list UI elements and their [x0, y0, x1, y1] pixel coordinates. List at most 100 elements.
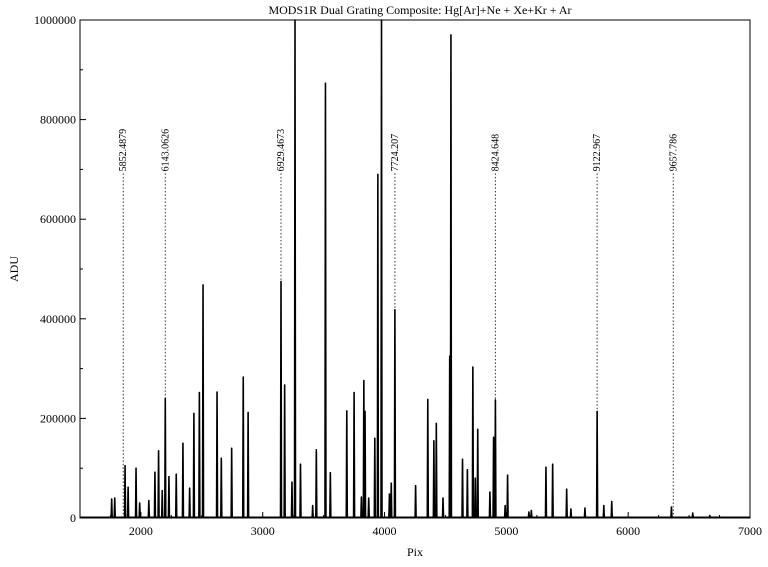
peak-point [220, 457, 222, 459]
peak-point [552, 463, 554, 465]
x-tick-label: 4000 [373, 524, 397, 538]
peak-point [390, 482, 392, 484]
peak-point [189, 487, 191, 489]
peak-point [566, 488, 568, 490]
peak-point [360, 496, 362, 498]
chart-title: MODS1R Dual Grating Composite: Hg[Ar]+Ne… [268, 3, 571, 17]
peak-point [364, 410, 366, 413]
peak-point [709, 514, 711, 517]
x-axis-title: Pix [407, 545, 423, 559]
y-axis: 0 200000 400000 600000 800000 1000000 [34, 13, 86, 525]
y-tick-label: 200000 [40, 411, 76, 425]
peak-point [193, 412, 195, 415]
y-axis-title: ADU [7, 256, 21, 282]
peak-point [603, 504, 605, 507]
x-tick-label: 7000 [738, 524, 762, 538]
peak-point [363, 379, 365, 382]
peak-point [472, 366, 474, 368]
peak-point [584, 507, 586, 509]
peak-point [394, 309, 396, 311]
peak-point [530, 509, 532, 512]
peak-point [161, 490, 163, 492]
peak-point [114, 497, 116, 499]
y-tick-label: 0 [70, 511, 76, 525]
annotation-label: 6143.0626 [160, 129, 171, 172]
peak-point [175, 473, 177, 475]
peak-point [528, 511, 530, 513]
peak-point [124, 465, 126, 467]
peak-point [368, 497, 370, 499]
peak-point [139, 502, 141, 504]
peak-point [353, 391, 355, 394]
peak-point [202, 284, 204, 286]
peak-point [474, 477, 476, 479]
peak-point [111, 498, 113, 500]
annotation-label: 5852.4879 [118, 129, 129, 172]
peak-point [545, 466, 547, 468]
peak-point [449, 355, 451, 357]
peak-point [247, 411, 249, 414]
peak-point [415, 485, 417, 487]
x-tick-label: 5000 [494, 524, 518, 538]
peak-point [135, 467, 137, 469]
peak-point [182, 442, 184, 444]
peak-point [312, 504, 314, 507]
y-tick-label: 600000 [40, 212, 76, 226]
peak-point [466, 469, 468, 471]
peak-point [461, 458, 464, 460]
peak-point [329, 472, 331, 474]
peak-point [596, 410, 598, 413]
x-axis: 2000 3000 4000 5000 6000 7000 [109, 512, 762, 538]
peak-point [377, 173, 379, 175]
annotation-label: 9657.786 [668, 134, 679, 172]
spectrum-line [80, 19, 750, 519]
peak-point [433, 440, 435, 442]
peak-point [570, 508, 572, 510]
peak-point [692, 512, 694, 514]
peak-point [427, 398, 429, 401]
annotation-label: 9122.967 [592, 134, 603, 172]
peak-point [450, 34, 452, 36]
peak-point [154, 471, 156, 473]
peak-point [346, 410, 348, 412]
peak-point [291, 481, 293, 483]
peak-point [127, 486, 129, 488]
peak-point [284, 384, 286, 386]
y-tick-label: 1000000 [34, 13, 76, 27]
peak-point [157, 450, 160, 452]
annotation-label: 8424.648 [490, 134, 501, 172]
x-tick-label: 3000 [251, 524, 275, 538]
peak-point [231, 447, 233, 449]
peak-point [442, 497, 444, 499]
annotation-label: 7724.207 [390, 134, 401, 172]
x-tick-label: 2000 [129, 524, 153, 538]
peak-point [168, 476, 170, 478]
peak-point [494, 399, 496, 401]
x-tick-label: 6000 [616, 524, 640, 538]
peak-point [216, 391, 218, 393]
peak-point [388, 493, 391, 495]
peak-point [324, 82, 327, 84]
peak-point [492, 436, 495, 438]
peak-point [611, 500, 613, 503]
peak-point [315, 449, 317, 451]
peak-point [374, 437, 376, 439]
plot-area [80, 19, 750, 519]
peak-point [242, 376, 244, 378]
peak-point [164, 397, 166, 400]
y-tick-label: 400000 [40, 312, 76, 326]
peak-point [506, 474, 509, 476]
peak-point [198, 391, 200, 394]
peak-point [299, 463, 302, 465]
peak-point [477, 428, 479, 430]
y-tick-label: 800000 [40, 113, 76, 127]
peak-point [504, 504, 506, 507]
peak-point [670, 506, 673, 508]
peak-point [148, 499, 150, 502]
peak-point [489, 491, 491, 493]
plot-frame [79, 19, 751, 519]
annotation-label: 6929.4673 [276, 129, 287, 172]
peak-point [435, 422, 437, 424]
peak-point [280, 280, 282, 283]
